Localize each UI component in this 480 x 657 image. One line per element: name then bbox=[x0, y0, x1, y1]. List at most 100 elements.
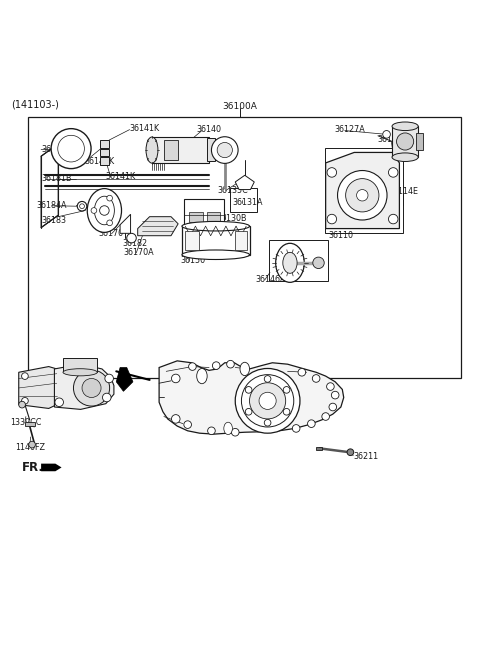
Polygon shape bbox=[182, 226, 250, 255]
Circle shape bbox=[283, 386, 290, 393]
Circle shape bbox=[82, 378, 101, 397]
Text: 36127A: 36127A bbox=[334, 125, 365, 134]
Circle shape bbox=[241, 374, 294, 427]
Bar bbox=[100, 148, 109, 156]
Text: 36184A: 36184A bbox=[36, 201, 67, 210]
Circle shape bbox=[55, 398, 63, 407]
Bar bbox=[63, 358, 97, 373]
Circle shape bbox=[245, 409, 252, 415]
Text: 36150: 36150 bbox=[180, 256, 205, 265]
Circle shape bbox=[80, 204, 84, 208]
Bar bbox=[184, 198, 224, 225]
Bar bbox=[189, 212, 203, 222]
Circle shape bbox=[217, 143, 232, 158]
Circle shape bbox=[208, 427, 215, 435]
Circle shape bbox=[326, 383, 334, 390]
Circle shape bbox=[22, 373, 28, 379]
Bar bbox=[25, 422, 36, 426]
Circle shape bbox=[19, 401, 25, 408]
Circle shape bbox=[51, 129, 91, 169]
Polygon shape bbox=[41, 144, 58, 227]
Circle shape bbox=[171, 374, 180, 383]
Bar bbox=[207, 138, 215, 161]
Text: (141103-): (141103-) bbox=[12, 99, 60, 109]
Polygon shape bbox=[19, 367, 57, 409]
Ellipse shape bbox=[95, 196, 114, 225]
Bar bbox=[316, 447, 322, 450]
Circle shape bbox=[235, 369, 300, 433]
Ellipse shape bbox=[87, 189, 121, 233]
Circle shape bbox=[213, 362, 220, 369]
Bar bbox=[324, 148, 403, 233]
Circle shape bbox=[264, 376, 271, 382]
Circle shape bbox=[322, 413, 329, 420]
Polygon shape bbox=[41, 464, 61, 471]
Text: 36141K: 36141K bbox=[106, 172, 136, 181]
Circle shape bbox=[231, 428, 239, 436]
Text: 36135C: 36135C bbox=[217, 186, 248, 195]
Ellipse shape bbox=[392, 122, 418, 131]
Bar bbox=[100, 157, 109, 165]
Circle shape bbox=[189, 363, 196, 371]
Circle shape bbox=[388, 214, 398, 224]
Circle shape bbox=[337, 171, 387, 220]
Circle shape bbox=[313, 257, 324, 269]
Bar bbox=[185, 231, 199, 250]
Circle shape bbox=[103, 393, 111, 402]
Circle shape bbox=[73, 370, 109, 406]
Circle shape bbox=[227, 361, 234, 368]
Text: 36100A: 36100A bbox=[223, 102, 257, 112]
Text: FR.: FR. bbox=[22, 461, 44, 474]
Ellipse shape bbox=[182, 250, 250, 260]
Ellipse shape bbox=[146, 137, 158, 163]
Circle shape bbox=[212, 137, 238, 164]
Circle shape bbox=[283, 409, 290, 415]
Circle shape bbox=[396, 133, 414, 150]
Ellipse shape bbox=[197, 369, 207, 384]
Bar bbox=[152, 137, 209, 163]
Circle shape bbox=[107, 195, 112, 201]
Circle shape bbox=[357, 190, 368, 201]
Text: 36183: 36183 bbox=[41, 215, 66, 225]
Ellipse shape bbox=[182, 221, 250, 231]
Circle shape bbox=[308, 420, 315, 428]
Bar bbox=[229, 188, 257, 212]
Text: 36170: 36170 bbox=[98, 229, 123, 238]
Text: 1339CC: 1339CC bbox=[11, 419, 42, 427]
Text: 36114E: 36114E bbox=[388, 187, 419, 196]
Text: 36146A: 36146A bbox=[255, 275, 286, 284]
Circle shape bbox=[22, 397, 28, 404]
Circle shape bbox=[127, 233, 136, 243]
Circle shape bbox=[171, 415, 180, 423]
Circle shape bbox=[346, 179, 379, 212]
Bar bbox=[235, 231, 247, 250]
Ellipse shape bbox=[276, 243, 304, 283]
Circle shape bbox=[29, 442, 36, 448]
Ellipse shape bbox=[283, 252, 297, 273]
Circle shape bbox=[327, 214, 336, 224]
Text: 36211: 36211 bbox=[353, 451, 378, 461]
Ellipse shape bbox=[240, 362, 250, 376]
Text: 36131A: 36131A bbox=[232, 198, 263, 208]
Circle shape bbox=[292, 424, 300, 432]
Text: 36170A: 36170A bbox=[123, 248, 154, 258]
Text: 1140FZ: 1140FZ bbox=[15, 443, 46, 452]
Text: 36141K: 36141K bbox=[84, 158, 114, 166]
Circle shape bbox=[91, 208, 97, 214]
Circle shape bbox=[107, 220, 112, 226]
Text: 36120: 36120 bbox=[377, 135, 402, 144]
Polygon shape bbox=[120, 214, 131, 233]
Circle shape bbox=[347, 449, 354, 455]
Circle shape bbox=[298, 369, 306, 376]
Circle shape bbox=[77, 202, 87, 211]
Circle shape bbox=[105, 374, 113, 383]
Circle shape bbox=[312, 374, 320, 382]
Bar bbox=[207, 212, 220, 222]
Circle shape bbox=[259, 392, 276, 409]
Text: 36130B: 36130B bbox=[216, 214, 247, 223]
Bar bbox=[28, 117, 461, 378]
Text: 36181B: 36181B bbox=[41, 173, 72, 183]
Polygon shape bbox=[325, 152, 399, 229]
Ellipse shape bbox=[63, 369, 97, 376]
Polygon shape bbox=[235, 175, 254, 190]
